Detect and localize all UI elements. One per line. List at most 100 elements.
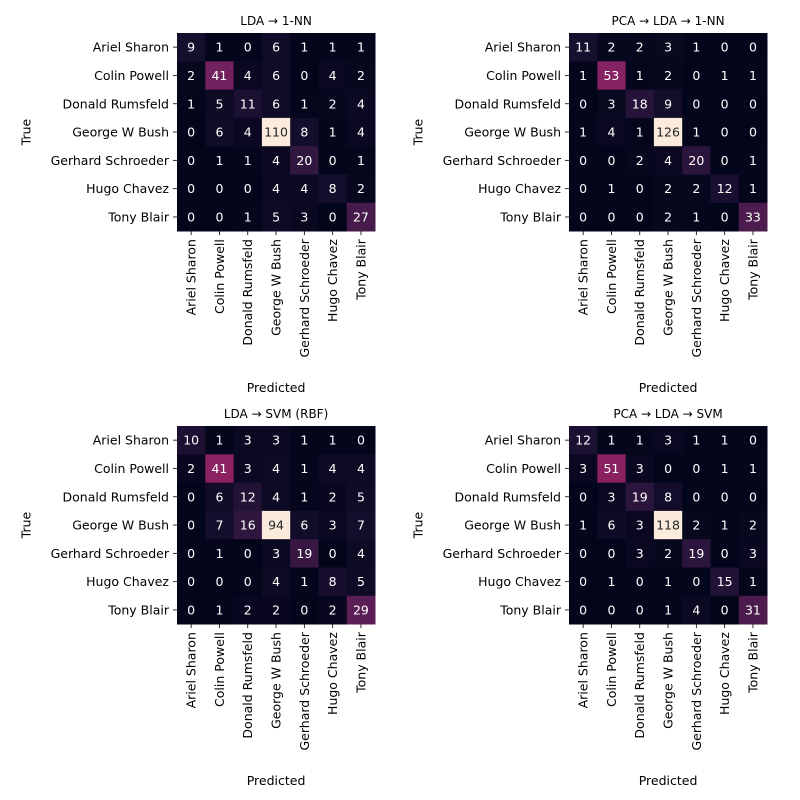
heatmap-cell: [597, 61, 626, 90]
heatmap-cell: [346, 146, 376, 175]
heatmap-cell: [318, 174, 348, 204]
heatmap-cell: [653, 510, 683, 540]
heatmap-cell: [682, 146, 711, 175]
heatmap-cell: [205, 174, 234, 204]
heatmap-cell: [682, 510, 711, 540]
cell-value: 31: [745, 602, 761, 617]
cell-value: 0: [187, 602, 195, 617]
heatmap-cell: [261, 426, 291, 455]
cell-value: 1: [300, 489, 308, 504]
cell-value: 12: [575, 433, 591, 448]
cell-value: 0: [607, 153, 615, 168]
cell-value: 0: [749, 433, 757, 448]
cell-value: 5: [272, 209, 280, 224]
cell-value: 4: [357, 96, 365, 111]
cell-value: 110: [264, 125, 288, 140]
heatmap-cell: [738, 61, 768, 90]
cell-value: 5: [357, 489, 365, 504]
cell-value: 1: [244, 209, 252, 224]
heatmap-cell: [682, 202, 711, 232]
cell-value: 8: [329, 181, 337, 196]
cell-value: 2: [187, 461, 195, 476]
cell-value: 4: [272, 181, 280, 196]
heatmap-cell: [233, 117, 263, 147]
heatmap-cell: [625, 174, 655, 204]
heatmap-cell: [233, 567, 263, 597]
cell-value: 3: [636, 518, 644, 533]
cell-value: 1: [664, 574, 672, 589]
cell-value: 9: [664, 96, 672, 111]
heatmap-cell: [597, 33, 626, 62]
heatmap-cell: [261, 454, 291, 483]
cell-value: 6: [272, 68, 280, 83]
cell-value: 1: [300, 461, 308, 476]
heatmap-cell: [625, 61, 655, 90]
heatmap-cell: [738, 33, 768, 62]
heatmap-cell: [233, 426, 263, 455]
heatmap-cell: [261, 482, 291, 512]
heatmap-cell: [653, 89, 683, 119]
heatmap-cell: [290, 539, 319, 568]
x-tick-label: Ariel Sharon: [576, 632, 591, 708]
cell-value: 0: [636, 209, 644, 224]
cell-value: 3: [272, 433, 280, 448]
cell-value: 0: [721, 209, 729, 224]
heatmap-cell: [261, 202, 291, 232]
cell-value: 2: [664, 209, 672, 224]
heatmap-cell: [290, 595, 319, 625]
y-tick-label: Tony Blair: [499, 209, 562, 224]
cell-value: 0: [187, 181, 195, 196]
cell-value: 2: [329, 602, 337, 617]
cell-value: 4: [272, 489, 280, 504]
heatmap-cell: [233, 146, 263, 175]
cell-value: 8: [329, 574, 337, 589]
heatmap-cell: [318, 33, 348, 62]
cell-value: 3: [607, 489, 615, 504]
heatmap-cell: [569, 33, 598, 62]
heatmap-cell: [261, 539, 291, 568]
cell-value: 4: [357, 546, 365, 561]
y-tick-label: Colin Powell: [94, 461, 169, 476]
heatmap-cell: [261, 595, 291, 625]
cell-value: 53: [603, 68, 619, 83]
x-axis-label: Predicted: [639, 380, 698, 395]
heatmap-cell: [318, 89, 348, 119]
cell-value: 0: [215, 574, 223, 589]
heatmap-cell: [318, 454, 348, 483]
cell-value: 1: [721, 68, 729, 83]
cell-value: 1: [300, 96, 308, 111]
cell-value: 2: [636, 40, 644, 55]
x-tick-label: Ariel Sharon: [576, 239, 591, 315]
heatmap-cell: [346, 595, 376, 625]
x-tick-label: Tony Blair: [745, 631, 760, 694]
x-tick-label: Gerhard Schroeder: [689, 238, 704, 357]
cell-value: 1: [187, 96, 195, 111]
cell-value: 1: [636, 68, 644, 83]
cell-value: 0: [721, 489, 729, 504]
heatmap-cell: [346, 117, 376, 147]
y-tick-label: Tony Blair: [107, 209, 170, 224]
heatmap-cell: [597, 117, 626, 147]
heatmap-cell: [346, 510, 376, 540]
cell-value: 19: [632, 489, 648, 504]
heatmap-cell: [625, 510, 655, 540]
cell-value: 0: [749, 125, 757, 140]
heatmap-cell: [261, 510, 291, 540]
cell-value: 0: [636, 181, 644, 196]
cell-value: 4: [357, 461, 365, 476]
heatmap-cell: [318, 510, 348, 540]
x-tick-label: George W Bush: [269, 632, 284, 729]
cell-value: 0: [692, 96, 700, 111]
heatmap-cell: [346, 482, 376, 512]
heatmap-cell: [569, 510, 598, 540]
y-tick-label: Donald Rumsfeld: [455, 96, 561, 111]
heatmap-cell: [346, 454, 376, 483]
cell-value: 2: [664, 181, 672, 196]
heatmap-cell: [233, 61, 263, 90]
heatmap-cell: [569, 61, 598, 90]
heatmap-cell: [569, 539, 598, 568]
cell-value: 18: [632, 96, 648, 111]
heatmap-cell: [653, 454, 683, 483]
heatmap-cell: [290, 117, 319, 147]
